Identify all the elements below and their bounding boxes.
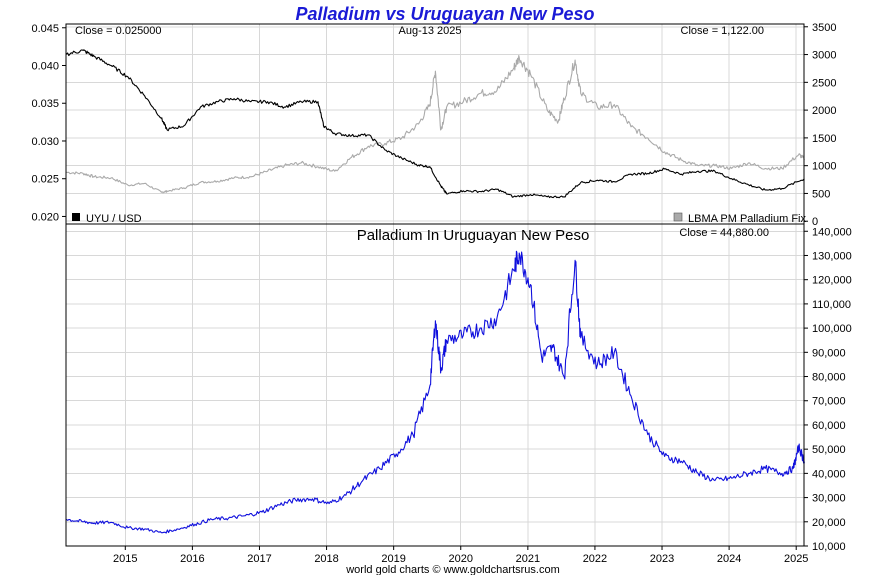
- bottom-title: Palladium In Uruguayan New Peso: [357, 227, 590, 244]
- left-close-label: Close = 0.025000: [75, 25, 162, 37]
- bottom-y-tick-label: 70,000: [812, 396, 846, 408]
- y-right-tick-label: 3000: [812, 50, 836, 62]
- footer-credit: world gold charts © www.goldchartsrus.co…: [345, 564, 560, 575]
- y-left-tick-label: 0.040: [31, 61, 59, 73]
- bottom-y-tick-label: 110,000: [812, 299, 851, 311]
- palladium-uyu-line: [66, 250, 805, 534]
- date-label: Aug-13 2025: [399, 25, 462, 37]
- bottom-y-tick-label: 60,000: [812, 420, 846, 432]
- bottom-y-tick-label: 40,000: [812, 468, 846, 480]
- bottom-y-tick-label: 130,000: [812, 250, 852, 262]
- y-right-tick-label: 3500: [812, 22, 836, 34]
- y-right-tick-label: 500: [812, 188, 830, 200]
- y-right-tick-label: 0: [812, 216, 818, 228]
- x-tick-label: 2025: [784, 553, 808, 565]
- palladium-usd-line: [66, 55, 805, 194]
- bottom-y-tick-label: 20,000: [812, 517, 846, 529]
- x-tick-label: 2017: [247, 553, 271, 565]
- x-tick-label: 2023: [650, 553, 674, 565]
- bottom-y-tick-label: 100,000: [812, 323, 852, 335]
- x-tick-label: 2024: [717, 553, 741, 565]
- bottom-y-tick-label: 90,000: [812, 347, 846, 359]
- y-right-tick-label: 2000: [812, 105, 836, 117]
- bottom-y-tick-label: 50,000: [812, 444, 846, 456]
- y-right-tick-label: 2500: [812, 77, 836, 89]
- bottom-y-tick-label: 80,000: [812, 372, 846, 384]
- bottom-panel-series: [66, 250, 805, 534]
- legend-uyu-swatch: [72, 213, 80, 221]
- y-left-tick-label: 0.030: [31, 136, 59, 148]
- y-left-tick-label: 0.025: [31, 174, 59, 186]
- bottom-y-tick-label: 120,000: [812, 275, 852, 287]
- x-tick-label: 2015: [113, 553, 137, 565]
- y-left-tick-label: 0.020: [31, 211, 59, 223]
- x-tick-label: 2016: [180, 553, 204, 565]
- x-tick-label: 2019: [381, 553, 405, 565]
- top-panel-frame: [65, 23, 805, 225]
- y-left-tick-label: 0.045: [31, 23, 59, 35]
- uyu-usd-line: [66, 49, 805, 199]
- bottom-panel-grid: [66, 224, 804, 547]
- legend-uyu-label: UYU / USD: [86, 213, 142, 225]
- legend-pd-label: LBMA PM Palladium Fix: [688, 213, 806, 225]
- y-right-tick-label: 1000: [812, 161, 836, 173]
- x-tick-label: 2022: [583, 553, 607, 565]
- right-close-label: Close = 1,122.00: [681, 25, 764, 37]
- x-tick-label: 2018: [314, 553, 338, 565]
- legend-pd-swatch: [673, 212, 683, 222]
- bottom-y-tick-label: 140,000: [812, 226, 852, 238]
- y-left-tick-label: 0.035: [31, 98, 59, 110]
- x-tick-label: 2021: [516, 553, 540, 565]
- bottom-y-tick-label: 30,000: [812, 493, 846, 505]
- bottom-close-label: Close = 44,880.00: [679, 227, 769, 239]
- x-tick-label: 2020: [449, 553, 473, 565]
- y-right-tick-label: 1500: [812, 133, 836, 145]
- bottom-y-tick-label: 10,000: [812, 541, 846, 553]
- axes: 2015 2016 2017 2018 2019 2020 2021 2022 2023 2024…: [31, 22, 851, 565]
- bottom-panel-frame: [65, 223, 805, 547]
- top-panel-series: [66, 49, 805, 199]
- chart-title: Palladium vs Uruguayan New Peso: [295, 4, 594, 24]
- top-panel-grid: [66, 24, 804, 224]
